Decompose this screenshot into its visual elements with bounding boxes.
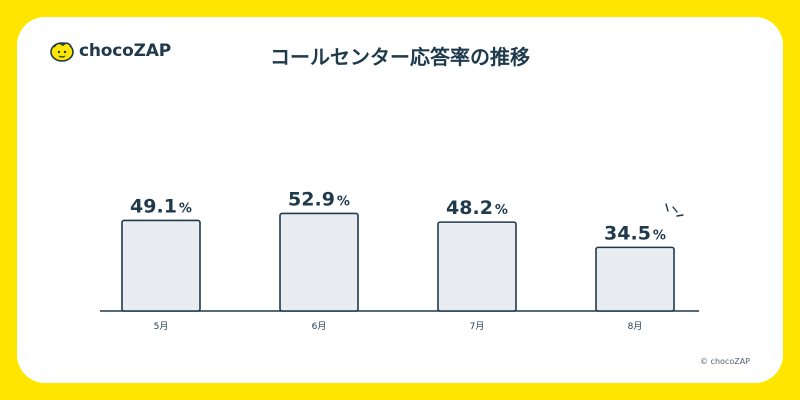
chocozap-logo-icon: [50, 42, 74, 62]
bar-4: [595, 246, 675, 312]
logo-text: chocoZAP: [79, 41, 171, 61]
bars-group: 49.1 % 5月 52.9 % 6月 48.2 % 7月 34.5 % 8月: [121, 188, 675, 332]
bar-1: [121, 219, 201, 312]
chart-card: [17, 17, 783, 383]
category-label-1: 5月: [154, 321, 169, 332]
value-label-4: 34.5%: [604, 222, 666, 244]
category-label-2: 6月: [312, 321, 327, 332]
emphasis-spark-icon: [665, 203, 684, 217]
value-label-3: 48.2%: [446, 197, 508, 219]
value-label-1: 49.1%: [130, 195, 192, 217]
brand-logo: chocoZAP: [49, 40, 171, 62]
category-label-4: 8月: [628, 321, 643, 332]
bar-3: [437, 221, 517, 312]
copyright-text: © chocoZAP: [700, 357, 750, 366]
chart-title: コールセンター応答率の推移: [270, 45, 530, 69]
bar-2: [279, 212, 359, 312]
category-label-3: 7月: [470, 321, 485, 332]
value-label-2: 52.9%: [288, 188, 350, 210]
